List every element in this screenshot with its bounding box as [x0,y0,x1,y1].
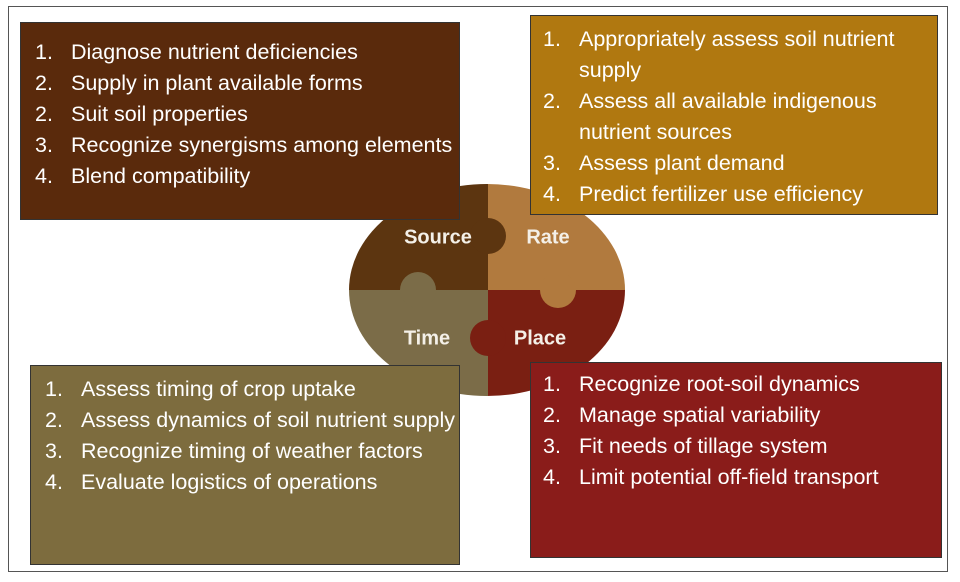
knob [470,218,506,254]
item-number: 2. [543,403,561,427]
item-number: 4. [45,470,63,494]
source-box: 1. Diagnose nutrient deficiencies 2. Supply… [20,22,460,220]
item-number: 3. [35,133,53,157]
list-item: 2. Supply in plant available forms [35,68,459,99]
item-number: 3. [45,439,63,463]
place-box: 1. Recognize root-soil dynamics 2. Manage s… [530,362,942,558]
item-text: Evaluate logistics of operations [81,470,378,494]
list-item: 3. Fit needs of tillage system [543,431,941,462]
item-text: Recognize root-soil dynamics [579,372,860,396]
item-number: 4. [35,164,53,188]
item-number: 1. [35,40,53,64]
item-text: Blend compatibility [71,164,251,188]
list-item: 3. Recognize timing of weather factors [45,436,459,467]
item-text: Recognize synergisms among elements [71,133,453,157]
list-item: 4. Limit potential off-field transport [543,462,941,493]
frame [8,6,948,572]
list-item: 3. Recognize synergisms among elements [35,130,459,161]
time-box: 1. Assess timing of crop uptake 2. Assess d… [30,365,460,565]
item-text: Fit needs of tillage system [579,434,828,458]
list-item: 1. Appropriately assess soil nutrient sup… [543,24,937,86]
knob [540,272,576,308]
item-text: Assess timing of crop uptake [81,377,356,401]
item-text: Supply in plant available forms [71,71,363,95]
list-item: 4. Predict fertilizer use efficiency [543,179,937,210]
item-number: 4. [543,182,561,206]
list-item: 1. Diagnose nutrient deficiencies [35,37,459,68]
item-number: 2. [543,89,561,113]
item-number: 3. [543,434,561,458]
item-text: Limit potential off-field transport [579,465,879,489]
puzzle-label: Rate [526,226,569,248]
puzzle-label: Place [514,327,566,349]
item-number: 1. [543,27,561,51]
item-number: 1. [45,377,63,401]
list-item: 2. Suit soil properties [35,99,459,130]
item-text: Appropriately assess soil nutrient suppl… [579,27,895,82]
knob [400,272,436,308]
list-item: 4. Evaluate logistics of operations [45,467,459,498]
item-number: 2. [35,71,53,95]
puzzle-label: Time [404,327,450,349]
item-number: 1. [543,372,561,396]
item-text: Recognize timing of weather factors [81,439,423,463]
list-item: 2. Assess dynamics of soil nutrient suppl… [45,405,459,436]
item-text: Manage spatial variability [579,403,821,427]
rate-box: 1. Appropriately assess soil nutrient sup… [530,15,938,215]
list-item: 1. Recognize root-soil dynamics [543,369,941,400]
list-item: 2. Manage spatial variability [543,400,941,431]
item-text: Assess plant demand [579,151,785,175]
list-item: 4. Blend compatibility [35,161,459,192]
item-number: 2. [35,102,53,126]
item-number: 2. [45,408,63,432]
item-text: Assess all available indigenous nutrient… [579,89,877,144]
item-text: Assess dynamics of soil nutrient supply [81,408,456,432]
item-text: Suit soil properties [71,102,248,126]
list-item: 1. Assess timing of crop uptake [45,374,459,405]
item-text: Predict fertilizer use efficiency [579,182,863,206]
list-item: 3. Assess plant demand [543,148,937,179]
puzzle-label: Source [404,226,472,248]
item-text: Diagnose nutrient deficiencies [71,40,358,64]
knob [470,320,506,356]
item-number: 3. [543,151,561,175]
item-number: 4. [543,465,561,489]
list-item: 2. Assess all available indigenous nutrie… [543,86,937,148]
